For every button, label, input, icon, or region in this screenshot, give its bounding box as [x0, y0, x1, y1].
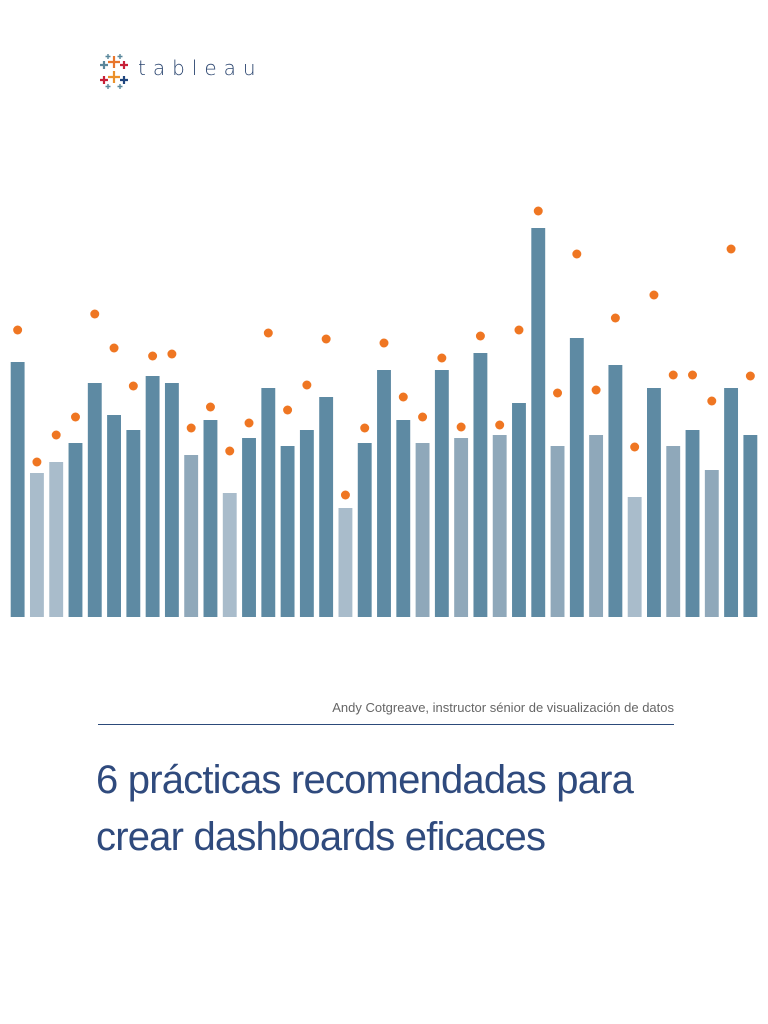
marker-dot	[649, 290, 659, 300]
bar	[319, 397, 334, 617]
bar	[107, 415, 121, 617]
marker-dot	[13, 325, 23, 335]
bar	[434, 370, 449, 617]
bar	[242, 438, 256, 617]
bar	[49, 462, 64, 617]
bar	[473, 353, 488, 617]
bar	[492, 435, 507, 617]
marker-dot	[514, 325, 524, 335]
marker-dot	[128, 381, 138, 391]
marker-dot	[726, 244, 736, 254]
bar	[396, 420, 411, 617]
bar	[512, 403, 526, 617]
bar	[627, 497, 642, 617]
bar	[126, 430, 141, 617]
bar	[377, 370, 391, 617]
bar	[203, 420, 218, 617]
bar	[743, 435, 758, 617]
bar	[531, 228, 546, 617]
marker-dot	[109, 343, 119, 353]
bar	[68, 443, 83, 617]
marker-dot	[70, 412, 80, 422]
marker-dot	[379, 338, 389, 348]
author: Andy Cotgreave, instructor sénior de vis…	[332, 700, 674, 715]
bar	[87, 383, 102, 617]
bar	[724, 388, 739, 617]
marker-dot	[688, 370, 698, 380]
logo-mark	[100, 54, 128, 89]
divider	[98, 724, 674, 725]
bar	[415, 443, 430, 617]
marker-dot	[418, 412, 428, 422]
marker-dot	[495, 420, 505, 430]
marker-dot	[186, 423, 196, 433]
marker-dot	[225, 446, 235, 456]
marker-dot	[398, 392, 408, 402]
bar	[280, 446, 295, 617]
marker-dot	[244, 418, 254, 428]
decorative-chart	[10, 206, 758, 617]
bar	[685, 430, 700, 617]
marker-dot	[437, 353, 447, 363]
marker-dot	[745, 371, 755, 381]
marker-dot	[340, 490, 350, 500]
marker-dot	[591, 385, 601, 395]
title: 6 prácticas recomendadas para crear dash…	[96, 752, 634, 866]
bar	[145, 376, 160, 617]
bar	[666, 446, 681, 617]
brand-name: tableau	[138, 56, 263, 80]
marker-dot	[167, 349, 177, 359]
marker-dot	[205, 402, 215, 412]
marker-dot	[572, 249, 582, 259]
marker-dot	[263, 328, 273, 338]
bar	[569, 338, 584, 617]
marker-dot	[707, 396, 717, 406]
marker-dot	[533, 206, 543, 216]
title-line: 6 prácticas recomendadas para	[96, 758, 634, 802]
bar	[704, 470, 719, 617]
bar	[299, 430, 314, 617]
marker-dot	[148, 351, 158, 361]
marker-dot	[283, 405, 293, 415]
bar	[550, 446, 565, 617]
marker-dot	[668, 370, 678, 380]
marker-dot	[90, 309, 100, 319]
marker-dot	[360, 423, 370, 433]
marker-dot	[456, 422, 466, 432]
bar	[608, 365, 623, 617]
bar	[164, 383, 179, 617]
marker-dot	[302, 380, 312, 390]
bar	[589, 435, 604, 617]
bar	[357, 443, 372, 617]
marker-dot	[32, 457, 42, 467]
bar	[184, 455, 199, 617]
marker-dot	[321, 334, 331, 344]
marker-dot	[51, 430, 61, 440]
title-line: crear dashboards eficaces	[96, 815, 546, 859]
marker-dot	[475, 331, 485, 341]
marker-dot	[610, 313, 620, 323]
marker-dot	[630, 442, 640, 452]
bar	[222, 493, 237, 617]
bar	[454, 438, 469, 617]
bar	[10, 362, 25, 617]
bar	[261, 388, 276, 617]
marker-dot	[553, 388, 563, 398]
bar	[647, 388, 661, 617]
bar	[338, 508, 353, 617]
bar	[29, 473, 44, 617]
